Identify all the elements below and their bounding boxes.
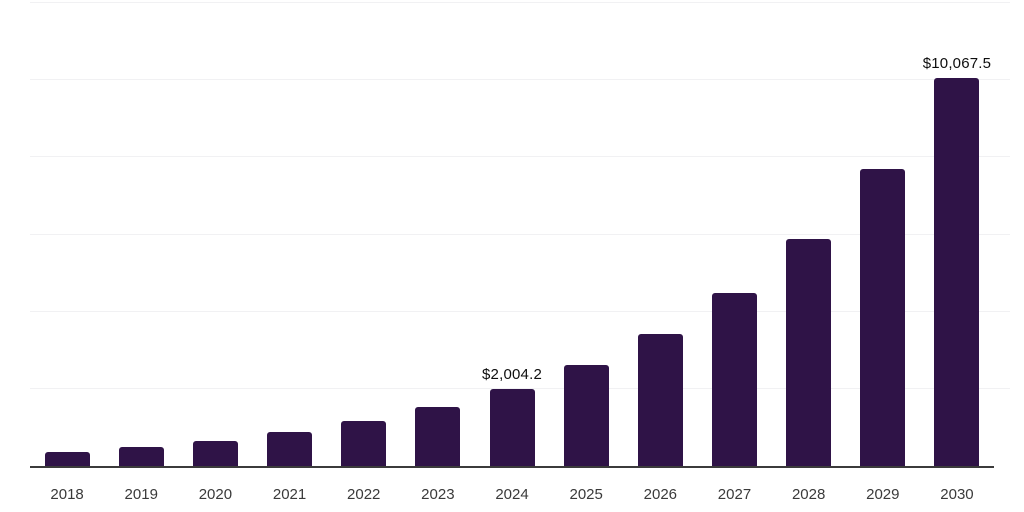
x-tick-label-2029: 2029 xyxy=(866,486,900,503)
bar-slot-2023 xyxy=(401,3,475,466)
bar-2027 xyxy=(711,292,757,466)
x-tick-label-2026: 2026 xyxy=(643,486,678,503)
bar-2024 xyxy=(489,388,535,466)
bar-data-label-2024: $2,004.2 xyxy=(482,365,543,383)
bar-slot-2024: $2,004.2 xyxy=(475,3,549,466)
bar-2025 xyxy=(563,364,609,466)
bar-2019 xyxy=(118,447,164,466)
bar-slot-2030: $10,067.5 xyxy=(920,3,994,466)
bar-2029 xyxy=(860,169,906,466)
bar-slot-2025 xyxy=(549,3,623,466)
x-tick-label-2028: 2028 xyxy=(791,486,826,503)
bar-2030 xyxy=(934,77,980,466)
bar-2020 xyxy=(192,440,238,466)
bar-slot-2021 xyxy=(252,3,326,466)
x-tick-label-2019: 2019 xyxy=(124,486,158,503)
x-tick-label-2027: 2027 xyxy=(717,486,752,503)
bar-slot-2019 xyxy=(104,3,178,466)
x-tick-label-2024: 2024 xyxy=(495,486,529,503)
bar-2023 xyxy=(415,407,461,466)
bar-slot-2028 xyxy=(772,3,846,466)
x-tick-label-2023: 2023 xyxy=(421,486,455,503)
bar-2018 xyxy=(44,451,90,466)
bar-slot-2029 xyxy=(846,3,920,466)
x-tick-label-2022: 2022 xyxy=(347,486,381,503)
x-tick-label-2021: 2021 xyxy=(272,486,307,503)
bar-slot-2020 xyxy=(178,3,252,466)
x-tick-label-2025: 2025 xyxy=(569,486,603,503)
bar-slot-2026 xyxy=(623,3,697,466)
x-tick-label-2020: 2020 xyxy=(198,486,233,503)
bar-2028 xyxy=(786,239,832,466)
x-tick-label-2030: 2030 xyxy=(940,486,974,503)
x-tick-label-2018: 2018 xyxy=(50,486,84,503)
x-axis-labels: 2018 2019 2020 2021 2022 2023 2024 2025 2026 2027… xyxy=(30,484,994,506)
bar-2021 xyxy=(267,432,313,466)
bar-data-label-2030: $10,067.5 xyxy=(922,54,992,72)
x-axis-line xyxy=(30,466,994,468)
bar-2022 xyxy=(341,420,387,466)
bar-slot-2027 xyxy=(697,3,771,466)
bar-slot-2018 xyxy=(30,3,104,466)
bar-slot-2022 xyxy=(327,3,401,466)
bar-2026 xyxy=(637,333,683,466)
plot-area: $2,004.2 $10,067.5 xyxy=(30,3,994,466)
